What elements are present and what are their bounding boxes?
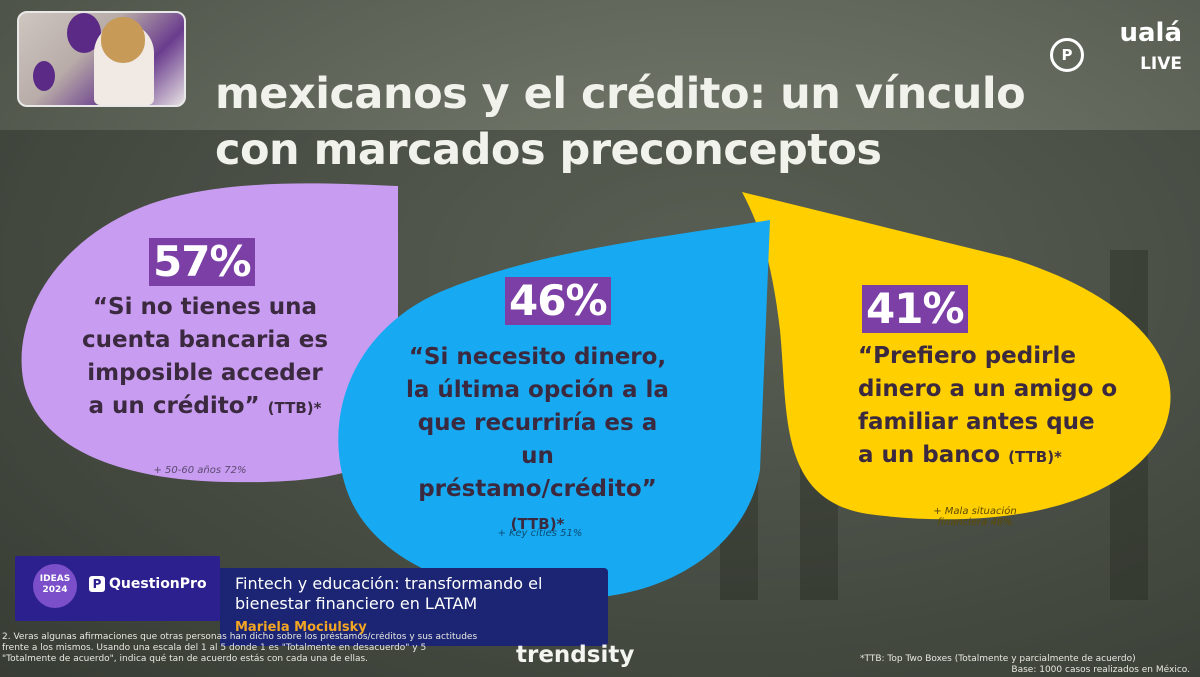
slide-title-line1: mexicanos y el crédito: un vínculo — [215, 69, 1026, 119]
stat-value: 41% — [862, 285, 968, 333]
balloon — [33, 61, 55, 91]
pause-badge-icon: P — [1050, 38, 1084, 72]
lower-third: IDEAS 2024 P QuestionPro Fintech y educac… — [15, 556, 608, 646]
talk-title: Fintech y educación: transformando el bi… — [235, 574, 543, 613]
stat-quote: “Si necesito dinero, la última opción a … — [405, 341, 670, 541]
footer-right-note-1: *TTB: Top Two Boxes (Totalmente y parcia… — [860, 654, 1136, 664]
footer-right-note-2: Base: 1000 casos realizados en México. — [1011, 665, 1190, 675]
questionpro-icon: P — [89, 576, 105, 592]
uala-logo: ualá — [1119, 18, 1182, 48]
slide-title: mexicanos y el crédito: un vínculo con m… — [215, 66, 1115, 178]
presenter-hair — [101, 17, 145, 63]
stat-quote-text: “Si no tienes una cuenta bancaria es imp… — [81, 294, 329, 419]
brand-watermark: ualá P LIVE — [1042, 18, 1182, 78]
trendsity-logo: trendsity — [516, 642, 635, 668]
stat-note: + 50-60 años 72% — [153, 465, 247, 476]
live-label: LIVE — [1140, 54, 1182, 74]
footer-left-note: 2. Veras algunas afirmaciones que otras … — [2, 632, 478, 664]
slide-title-line2: con marcados preconceptos — [215, 125, 882, 175]
ttb-label: (TTB)* — [1008, 448, 1062, 466]
stat-note: + Key cities 51% — [497, 528, 583, 539]
stat-quote-text: “Prefiero pedirle dinero a un amigo o fa… — [858, 343, 1118, 468]
stat-quote-text: “Si necesito dinero, la última opción a … — [406, 344, 669, 502]
speaker-name: Mariela Mociulsky — [235, 620, 367, 635]
ideas-badge: IDEAS 2024 — [33, 564, 77, 608]
presenter-camera — [17, 11, 186, 107]
stat-value: 46% — [505, 277, 611, 325]
questionpro-logo: P QuestionPro — [89, 576, 207, 592]
stat-note: + Mala situación financiera 48% — [933, 506, 1017, 528]
lower-third-sponsor-panel: IDEAS 2024 P QuestionPro — [15, 556, 220, 621]
stat-quote: “Si no tienes una cuenta bancaria es imp… — [80, 291, 330, 425]
sponsor-label: QuestionPro — [109, 576, 207, 592]
ttb-label: (TTB)* — [267, 399, 322, 417]
ttb-label: (TTB)* — [510, 515, 565, 533]
lower-third-talk-panel — [220, 568, 608, 646]
stat-quote: “Prefiero pedirle dinero a un amigo o fa… — [858, 340, 1118, 474]
stat-value: 57% — [149, 238, 255, 286]
